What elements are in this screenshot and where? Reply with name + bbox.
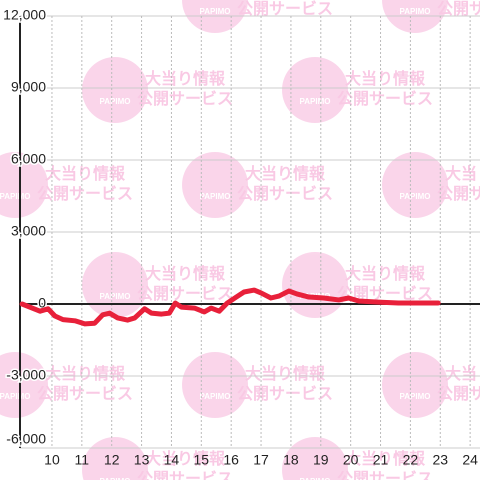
watermark-text: 公開サービス	[337, 90, 433, 108]
watermark-text: 大当り情報	[445, 164, 480, 183]
watermark-logo-text: PAPIMO	[0, 392, 30, 401]
y-tick-label: 0	[38, 295, 46, 311]
watermark-logo	[82, 252, 148, 318]
x-tick-label: 23	[432, 452, 448, 468]
y-tick-label: -6,000	[6, 431, 46, 447]
x-tick-label: 19	[313, 452, 329, 468]
y-tick-label: 9,000	[11, 79, 46, 95]
watermark-text: 公開サービス	[237, 385, 333, 403]
watermark-text: 公開サービス	[137, 90, 233, 108]
watermark-text: 大当り情報	[45, 164, 126, 183]
x-tick-label: 24	[462, 452, 478, 468]
data-line	[19, 287, 441, 327]
watermark-text: 大当り情報	[145, 69, 226, 88]
watermark-logo	[382, 152, 448, 218]
x-tick-label: 12	[104, 452, 120, 468]
x-tick-label: 22	[403, 452, 419, 468]
x-tick-label: 18	[283, 452, 299, 468]
watermark-text: 大当り情報	[45, 364, 126, 383]
x-tick-label: 16	[223, 452, 239, 468]
x-tick-label: 14	[164, 452, 180, 468]
watermark-logo	[0, 152, 48, 218]
watermark-logo	[0, 352, 48, 418]
watermark-logo-text: PAPIMO	[300, 477, 331, 480]
watermark-text: 公開サービス	[237, 0, 333, 18]
watermark-logo-text: PAPIMO	[200, 392, 231, 401]
watermark-logo	[182, 352, 248, 418]
y-tick-label: 6,000	[11, 151, 46, 167]
watermark-logo-text: PAPIMO	[0, 192, 30, 201]
watermark-text: 公開サービス	[37, 185, 133, 203]
watermark-text: 公開サービス	[37, 385, 133, 403]
watermark-logo-text: PAPIMO	[400, 392, 431, 401]
x-tick-label: 21	[373, 452, 389, 468]
y-tick-label: 3,000	[11, 223, 46, 239]
watermark-text: 大当り情報	[145, 264, 226, 283]
y-tick-label: -3,000	[6, 367, 46, 383]
watermark-text: 公開サービス	[137, 470, 233, 480]
watermark-text: 大当り情報	[245, 164, 326, 183]
watermark-text: 大当り情報	[145, 449, 226, 468]
x-tick-label: 17	[253, 452, 269, 468]
watermark-text: 大当り情報	[345, 69, 426, 88]
watermark-text: 公開サービス	[137, 285, 233, 303]
watermark-text: 大当り情報	[245, 364, 326, 383]
watermark-text: 公開サービス	[437, 0, 480, 18]
x-tick-label: 13	[134, 452, 150, 468]
watermark-logo-text: PAPIMO	[100, 292, 131, 301]
watermark-text: 公開サービス	[437, 185, 480, 203]
watermark-text: 公開サービス	[337, 470, 433, 480]
watermark-logo-text: PAPIMO	[100, 477, 131, 480]
watermark-logo	[382, 352, 448, 418]
watermark-text: 公開サービス	[237, 185, 333, 203]
watermark-logo-text: PAPIMO	[300, 97, 331, 106]
watermark-logo-text: PAPIMO	[400, 192, 431, 201]
x-tick-label: 11	[75, 452, 90, 468]
x-tick-label: 10	[44, 452, 60, 468]
watermark-logo-text: PAPIMO	[200, 7, 231, 16]
watermark-logo	[182, 152, 248, 218]
x-tick-label: 15	[194, 452, 210, 468]
watermark-text: 大当り情報	[445, 364, 480, 383]
watermark-text: 公開サービス	[437, 385, 480, 403]
watermark-text: 大当り情報	[345, 264, 426, 283]
watermark-logo-text: PAPIMO	[400, 7, 431, 16]
watermark-logo	[282, 57, 348, 123]
watermark-logo-text: PAPIMO	[100, 97, 131, 106]
watermark-text: 大当り情報	[345, 449, 426, 468]
y-tick-label: 12,000	[3, 7, 46, 23]
watermark-logo	[282, 252, 348, 318]
x-tick-label: 20	[343, 452, 359, 468]
watermark-logo-text: PAPIMO	[200, 192, 231, 201]
watermark-logo	[82, 57, 148, 123]
